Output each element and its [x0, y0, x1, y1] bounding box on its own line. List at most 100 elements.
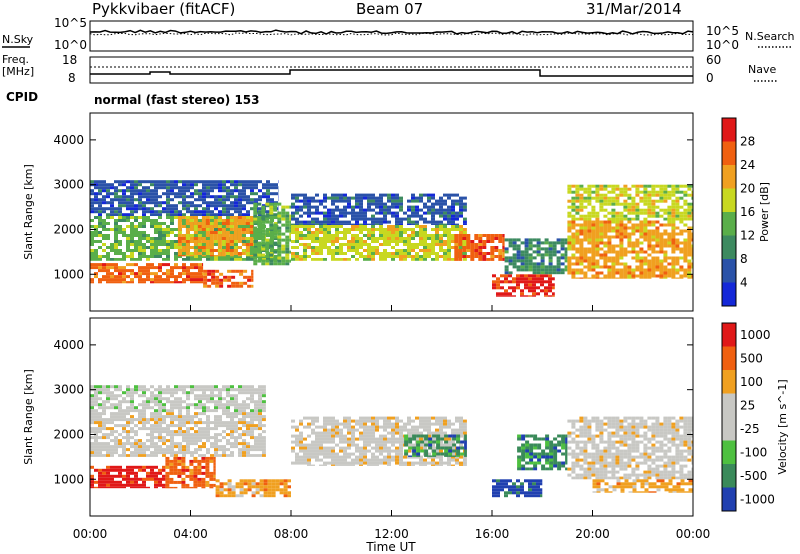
velocity-cell — [190, 385, 194, 389]
power-cell — [595, 232, 600, 236]
velocity-cell — [134, 406, 138, 410]
velocity-cell — [130, 406, 134, 410]
velocity-cell — [415, 437, 419, 441]
velocity-cell — [162, 442, 166, 446]
power-cell — [691, 184, 693, 188]
power-cell — [591, 220, 596, 224]
power-cell — [687, 235, 692, 239]
velocity-cell — [375, 425, 379, 429]
velocity-cell — [347, 425, 351, 429]
velocity-cell — [355, 461, 359, 465]
power-cell — [285, 217, 290, 221]
noise-left-tick-high: 10^5 — [54, 16, 87, 30]
power-cell — [575, 190, 580, 194]
power-cell — [504, 238, 509, 242]
power-cell — [379, 205, 383, 209]
power-cell — [399, 240, 403, 243]
velocity-cell — [110, 448, 114, 452]
velocity-cell — [323, 449, 327, 453]
power-cell — [524, 286, 528, 290]
power-cell — [363, 217, 367, 221]
power-cell — [504, 268, 509, 272]
power-cell — [671, 205, 676, 209]
power-cell — [327, 214, 331, 218]
power-cell — [114, 225, 118, 228]
power-cell — [516, 256, 521, 260]
power-cell — [265, 241, 270, 245]
velocity-cell — [114, 468, 118, 472]
power-cell — [178, 195, 182, 199]
velocity-cell — [291, 449, 295, 453]
velocity-cell — [307, 455, 311, 459]
velocity-cell — [218, 439, 222, 443]
power-cell — [158, 225, 162, 228]
power-cell — [126, 269, 130, 273]
power-cell — [142, 204, 146, 208]
power-cell — [599, 220, 604, 224]
power-cell — [595, 235, 600, 239]
power-cell — [623, 187, 628, 191]
power-cell — [451, 205, 455, 209]
power-cell — [229, 240, 234, 243]
power-colorbar-tick: 12 — [740, 229, 755, 243]
power-cell — [269, 223, 274, 227]
velocity-cell — [331, 428, 335, 432]
power-cell — [391, 202, 395, 206]
power-cell — [387, 231, 391, 234]
power-cell — [142, 231, 146, 234]
velocity-cell — [371, 416, 375, 420]
velocity-cell — [205, 468, 210, 472]
power-cell — [564, 265, 568, 269]
power-cell — [419, 243, 423, 246]
power-cell — [170, 281, 174, 284]
power-cell — [351, 225, 355, 228]
power-cell — [643, 271, 648, 275]
power-cell — [201, 219, 206, 222]
velocity-cell — [423, 428, 427, 432]
power-cell — [591, 253, 596, 257]
power-cell — [427, 205, 431, 209]
velocity-cell — [262, 403, 266, 407]
velocity-cell — [363, 428, 367, 432]
velocity-cell — [283, 491, 288, 495]
velocity-cell — [379, 434, 383, 438]
velocity-cell — [150, 430, 154, 434]
velocity-cell — [351, 428, 355, 432]
power-cell — [431, 228, 435, 231]
power-cell — [651, 193, 656, 197]
power-cell — [463, 217, 467, 221]
velocity-cell — [189, 474, 194, 478]
power-cell — [238, 183, 242, 187]
power-cell — [291, 223, 295, 225]
power-cell — [407, 234, 411, 237]
velocity-cell — [327, 422, 331, 426]
velocity-cell — [185, 474, 190, 478]
power-cell — [150, 189, 154, 193]
power-cell — [435, 211, 439, 215]
power-cell — [266, 186, 270, 190]
power-cell — [238, 192, 242, 196]
velocity-cell — [146, 454, 150, 457]
velocity-cell — [174, 400, 178, 404]
power-cell — [315, 234, 319, 237]
power-cell — [146, 275, 150, 279]
power-cell — [528, 253, 533, 257]
power-cell — [185, 240, 190, 243]
power-cell — [419, 196, 423, 200]
power-cell — [351, 217, 355, 221]
power-cell — [299, 258, 303, 261]
velocity-cell — [258, 433, 262, 437]
velocity-cell — [198, 418, 202, 422]
power-cell — [150, 249, 154, 252]
velocity-cell — [193, 468, 198, 472]
velocity-cell — [158, 436, 162, 440]
velocity-cell — [259, 488, 264, 492]
power-cell — [231, 275, 236, 279]
power-cell — [371, 228, 375, 231]
velocity-cell — [181, 477, 186, 481]
power-cell — [197, 246, 202, 249]
power-cell — [439, 234, 443, 237]
power-cell — [146, 180, 150, 184]
power-cell — [575, 232, 580, 236]
power-cell — [207, 272, 212, 276]
